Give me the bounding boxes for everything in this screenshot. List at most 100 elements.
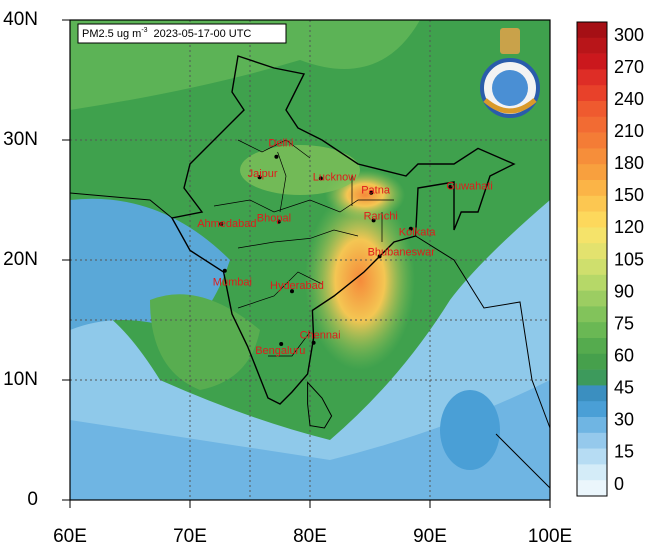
colorbar-label: 210 — [614, 121, 644, 141]
title-quantity: PM2.5 ug m — [82, 28, 141, 40]
colorbar-label: 180 — [614, 153, 644, 173]
colorbar-swatch — [577, 132, 607, 149]
title-time: 2023-05-17-00 UTC — [154, 28, 252, 40]
colorbar-label: 90 — [614, 281, 634, 301]
city-dot — [408, 226, 413, 231]
colorbar-swatch — [577, 464, 607, 481]
colorbar-swatch — [577, 116, 607, 133]
city-label: Kolkata — [399, 227, 437, 239]
city-dot — [290, 289, 294, 294]
city-label: Guwahati — [446, 181, 492, 193]
city-dot — [311, 340, 316, 345]
colorbar-label: 240 — [614, 89, 644, 109]
city-label: Jaipur — [248, 168, 278, 180]
lat-label: 10N — [3, 369, 38, 390]
city-dot — [377, 254, 382, 259]
lat-label: 30N — [3, 129, 38, 150]
colorbar-swatch — [577, 480, 607, 497]
city-label: Bhubaneswar — [368, 246, 436, 258]
lon-label: 60E — [53, 526, 87, 547]
lon-label: 100E — [528, 526, 572, 547]
colorbar-swatch — [577, 385, 607, 402]
city-label: Bhopal — [257, 213, 291, 225]
lon-label: 90E — [413, 526, 447, 547]
colorbar-label: 105 — [614, 249, 644, 269]
colorbar-label: 75 — [614, 313, 634, 333]
country-border — [170, 55, 516, 405]
colorbar-swatch — [577, 164, 607, 181]
colorbar-label: 60 — [614, 345, 634, 365]
colorbar-swatch — [577, 69, 607, 86]
colorbar-label: 15 — [614, 442, 634, 462]
city-dot — [219, 222, 224, 226]
city-label: Delhi — [268, 138, 293, 150]
lat-label: 20N — [3, 249, 38, 270]
city-dot — [318, 176, 323, 181]
coastline — [70, 192, 550, 489]
colorbar-label: 0 — [614, 474, 624, 494]
colorbar-label: 45 — [614, 378, 634, 398]
lat-label: 0 — [27, 489, 38, 510]
city-label: Ranchi — [364, 210, 398, 222]
colorbar-swatch — [577, 211, 607, 228]
lat-label: 40N — [3, 9, 38, 30]
colorbar-swatch — [577, 180, 607, 197]
city-dot — [274, 154, 279, 159]
city-dot — [371, 218, 376, 223]
colorbar-swatch — [577, 85, 607, 102]
colorbar-swatch — [577, 369, 607, 386]
city-label: Patna — [361, 185, 391, 197]
colorbar-swatch — [577, 259, 607, 276]
emblem — [480, 28, 540, 118]
colorbar-swatch — [577, 101, 607, 118]
colorbar-swatch — [577, 338, 607, 355]
colorbar-swatch — [577, 195, 607, 212]
city-label: Chennai — [300, 330, 341, 342]
lon-label: 70E — [173, 526, 207, 547]
colorbar-label: 300 — [614, 25, 644, 45]
colorbar-swatch — [577, 448, 607, 465]
colorbar-label: 270 — [614, 57, 644, 77]
colorbar-swatch — [577, 353, 607, 370]
city-dot — [279, 342, 284, 346]
city-label: Hyderabad — [270, 280, 324, 292]
colorbar-swatch — [577, 290, 607, 307]
colorbar-swatch — [577, 22, 607, 39]
city-label: Mumbai — [213, 277, 252, 289]
colorbar-swatch — [577, 274, 607, 291]
city-dot — [222, 268, 227, 273]
island-border — [307, 381, 333, 429]
map-field — [70, 20, 550, 500]
city-label: Lucknow — [313, 171, 356, 183]
colorbar-label: 30 — [614, 410, 634, 430]
lon-label: 80E — [293, 526, 327, 547]
colorbar-swatch — [577, 53, 607, 70]
colorbar-label: 150 — [614, 185, 644, 205]
colorbar-swatch — [577, 401, 607, 418]
colorbar-swatch — [577, 432, 607, 449]
state-borders — [213, 139, 394, 357]
city-dot — [276, 219, 281, 224]
colorbar-swatch — [577, 322, 607, 339]
title-exponent: -3 — [141, 27, 147, 34]
colorbar-swatch — [577, 37, 607, 54]
graticule — [70, 20, 550, 500]
colorbar-swatch — [577, 148, 607, 165]
colorbar-frame — [576, 21, 608, 497]
map-title: PM2.5 ug m-3 2023-05-17-00 UTC — [82, 27, 251, 40]
colorbar-swatch — [577, 417, 607, 434]
city-dot — [448, 184, 453, 189]
cities: Delhi Jaipur Lucknow Patna Guwahati Ahmedabad… — [197, 138, 493, 357]
city-dot — [257, 175, 262, 180]
colorbar-swatch — [577, 306, 607, 323]
colorbar-label: 120 — [614, 217, 644, 237]
colorbar-swatch — [577, 243, 607, 260]
colorbar-swatch — [577, 227, 607, 244]
title-box — [77, 23, 287, 44]
axis-ticks — [62, 19, 551, 508]
city-label: Ahmedabad — [197, 218, 256, 230]
city-dot — [369, 190, 374, 195]
city-label: Bengaluru — [255, 345, 305, 357]
